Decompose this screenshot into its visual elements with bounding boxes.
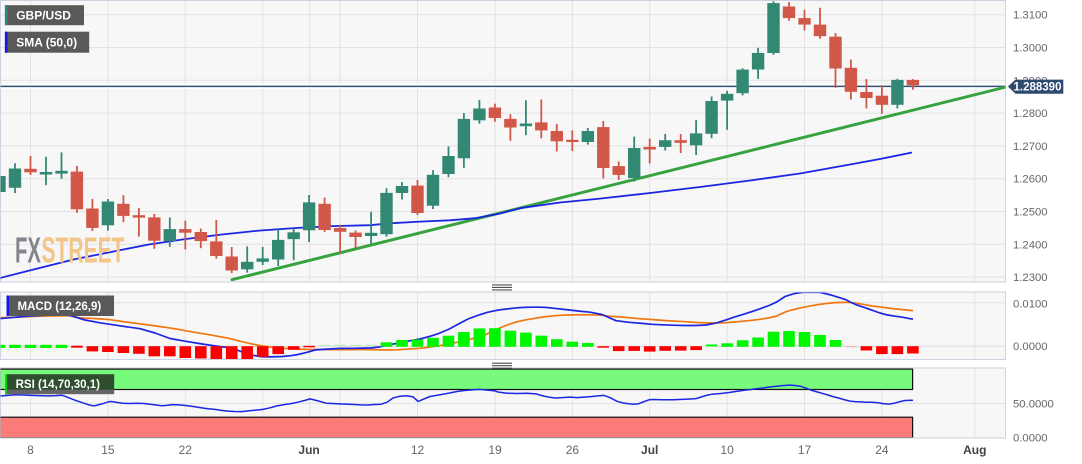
svg-text:1.3100: 1.3100 [1013, 10, 1048, 22]
svg-text:MACD (12,26,9): MACD (12,26,9) [18, 301, 102, 313]
svg-text:1.2500: 1.2500 [1013, 207, 1048, 219]
svg-text:GBP/USD: GBP/USD [16, 8, 71, 22]
svg-text:0.0000: 0.0000 [1013, 433, 1048, 445]
svg-text:1.2600: 1.2600 [1013, 174, 1048, 186]
svg-text:10: 10 [720, 443, 734, 457]
svg-text:1.2700: 1.2700 [1013, 141, 1048, 153]
svg-text:26: 26 [566, 443, 580, 457]
svg-text:Jul: Jul [641, 443, 658, 457]
svg-text:Aug: Aug [963, 443, 986, 457]
svg-text:0.0000: 0.0000 [1013, 341, 1048, 353]
svg-text:1.2800: 1.2800 [1013, 108, 1048, 120]
svg-text:1.2400: 1.2400 [1013, 239, 1048, 251]
svg-text:STREET: STREET [42, 230, 125, 271]
svg-text:12: 12 [411, 443, 425, 457]
svg-text:15: 15 [101, 443, 115, 457]
svg-text:22: 22 [179, 443, 193, 457]
svg-text:19: 19 [488, 443, 502, 457]
svg-text:1.2300: 1.2300 [1013, 272, 1048, 284]
svg-text:24: 24 [875, 443, 889, 457]
svg-text:FX: FX [15, 230, 41, 271]
svg-text:Jun: Jun [298, 443, 319, 457]
svg-text:RSI (14,70,30,1): RSI (14,70,30,1) [16, 379, 101, 391]
svg-text:8: 8 [27, 443, 34, 457]
svg-text:1.3000: 1.3000 [1013, 43, 1048, 55]
svg-text:0.0100: 0.0100 [1013, 299, 1048, 311]
svg-text:SMA (50,0): SMA (50,0) [16, 35, 77, 49]
svg-text:50.0000: 50.0000 [1013, 398, 1054, 410]
svg-text:17: 17 [798, 443, 812, 457]
svg-text:1.288390: 1.288390 [1014, 82, 1062, 94]
